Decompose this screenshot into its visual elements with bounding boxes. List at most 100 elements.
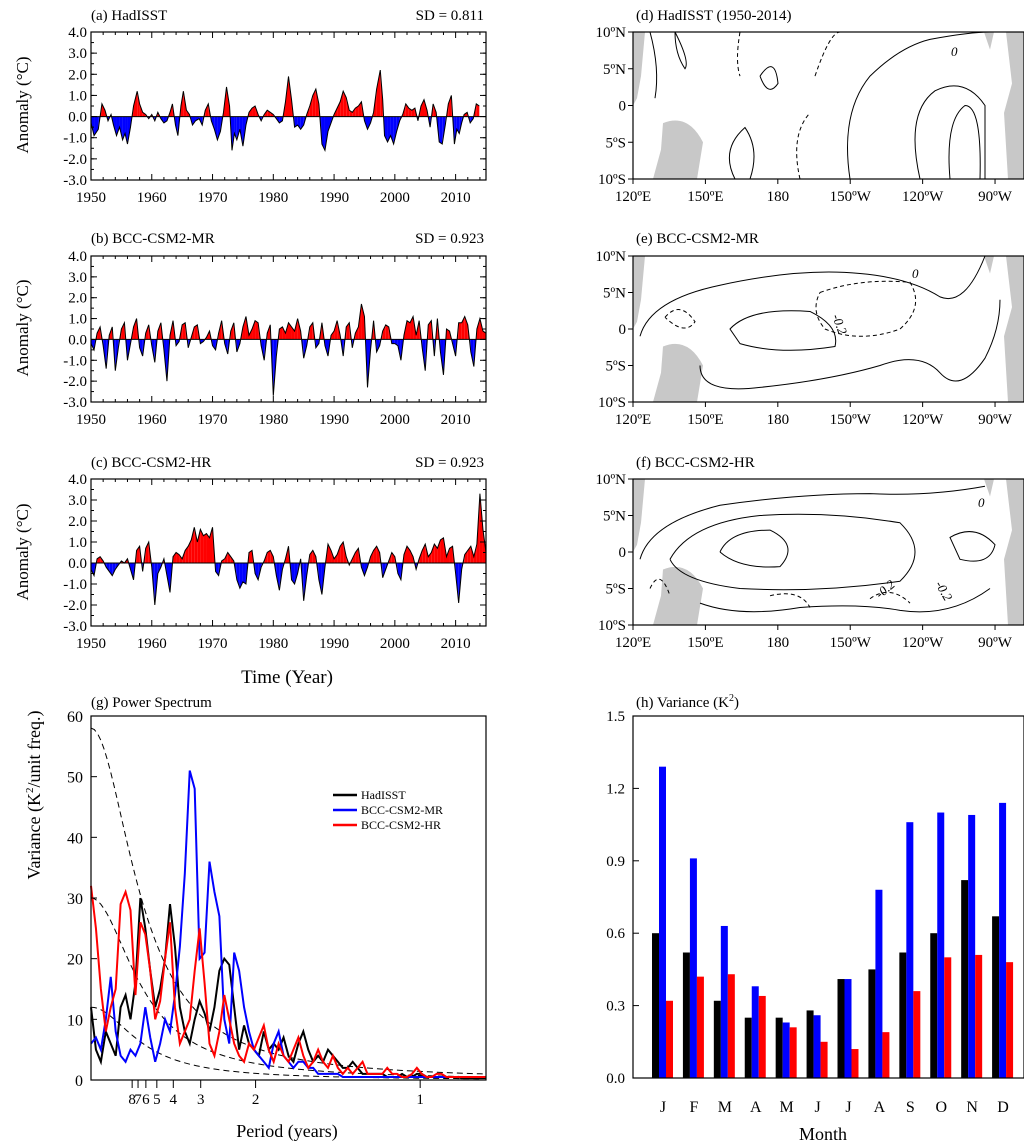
variance-bar bbox=[666, 1000, 673, 1078]
variance-bar bbox=[906, 822, 914, 1078]
panel-e-title: (e) BCC-CSM2-MR bbox=[636, 231, 759, 247]
positive-anomaly-fill bbox=[203, 533, 207, 563]
spectrum-series-line bbox=[90, 897, 486, 1080]
land-mass bbox=[653, 566, 703, 625]
negative-anomaly-fill bbox=[125, 116, 128, 145]
variance-bar bbox=[696, 976, 704, 1078]
x-tick-label: 6 bbox=[142, 1092, 150, 1108]
x-tick-label: 1980 bbox=[258, 412, 288, 428]
y-tick-label: 10 bbox=[67, 1012, 83, 1029]
lon-tick-label: 120ºW bbox=[902, 635, 944, 651]
variance-bar bbox=[875, 889, 883, 1078]
positive-anomaly-fill bbox=[194, 527, 198, 563]
x-tick-label: J bbox=[814, 1099, 820, 1116]
lon-tick-label: 180 bbox=[767, 189, 790, 205]
land-mass bbox=[633, 32, 645, 106]
y-tick-label: 3.0 bbox=[68, 46, 87, 62]
positive-anomaly-fill bbox=[194, 324, 198, 340]
x-tick-label: 1970 bbox=[198, 636, 228, 652]
positive-anomaly-fill bbox=[145, 324, 149, 340]
plot-frame bbox=[90, 715, 487, 1081]
negative-anomaly-fill bbox=[239, 116, 243, 147]
variance-bar bbox=[899, 952, 907, 1078]
positive-anomaly-fill bbox=[249, 108, 253, 117]
negative-anomaly-fill bbox=[113, 116, 117, 136]
positive-anomaly-fill bbox=[133, 318, 137, 340]
x-tick-label: A bbox=[750, 1099, 762, 1116]
x-tick-label: 2000 bbox=[380, 412, 410, 428]
positive-anomaly-fill bbox=[157, 322, 161, 340]
spectrum-series-line bbox=[90, 885, 486, 1078]
y-tick-label: 0 bbox=[75, 1073, 83, 1090]
positive-anomaly-fill bbox=[431, 544, 435, 563]
y-tick-label: 1.0 bbox=[68, 535, 87, 551]
lat-tick-label: 5ºS bbox=[606, 582, 627, 598]
x-tick-label: 5 bbox=[153, 1092, 161, 1108]
positive-anomaly-fill bbox=[267, 324, 271, 340]
positive-anomaly-fill bbox=[355, 106, 359, 117]
y-tick-label: 1.5 bbox=[606, 709, 625, 725]
x-tick-label: 8 bbox=[128, 1092, 136, 1108]
contour-label: -0.2 bbox=[829, 312, 850, 337]
positive-anomaly-fill bbox=[448, 95, 452, 117]
positive-anomaly-fill bbox=[252, 106, 256, 117]
contour-line bbox=[669, 513, 916, 591]
positive-anomaly-fill bbox=[376, 546, 380, 563]
negative-anomaly-fill bbox=[387, 116, 391, 142]
negative-anomaly-fill bbox=[236, 116, 240, 140]
positive-anomaly-fill bbox=[385, 324, 389, 340]
y-tick-label: 4.0 bbox=[68, 25, 87, 41]
y-tick-label: -2.0 bbox=[63, 598, 87, 614]
lat-tick-label: 0 bbox=[619, 322, 627, 338]
positive-anomaly-fill bbox=[242, 316, 246, 340]
land-mass bbox=[633, 256, 645, 329]
positive-anomaly-fill bbox=[337, 101, 341, 117]
x-tick-label: 1 bbox=[416, 1092, 424, 1108]
positive-anomaly-fill bbox=[249, 550, 253, 563]
x-tick-label: J bbox=[845, 1099, 851, 1116]
land-mass bbox=[633, 479, 645, 552]
positive-anomaly-fill bbox=[279, 326, 283, 340]
negative-anomaly-fill bbox=[324, 116, 328, 151]
x-tick-label: 1970 bbox=[198, 412, 228, 428]
positive-anomaly-fill bbox=[309, 322, 313, 340]
x-tick-label: 2010 bbox=[441, 412, 471, 428]
positive-anomaly-fill bbox=[403, 546, 407, 563]
positive-anomaly-fill bbox=[328, 544, 332, 563]
positive-anomaly-fill bbox=[200, 529, 204, 563]
timeseries-panel-b: (b) BCC-CSM2-MR SD = 0.923 Anomaly (°C) … bbox=[13, 231, 487, 428]
positive-anomaly-fill bbox=[355, 326, 359, 340]
contour-line bbox=[719, 529, 789, 568]
variance-bar-panel: (h) Variance (K2) Month J F M A M J J A S O N D 0.0 0… bbox=[606, 693, 1024, 1144]
negative-anomaly-fill bbox=[236, 563, 240, 589]
variance-bar bbox=[975, 954, 983, 1078]
positive-anomaly-fill bbox=[255, 320, 259, 340]
positive-anomaly-fill bbox=[479, 493, 483, 563]
panel-a-ylabel: Anomaly (°C) bbox=[13, 57, 32, 154]
panel-c-title: (c) BCC-CSM2-HR bbox=[91, 455, 211, 471]
negative-anomaly-fill bbox=[397, 563, 401, 580]
positive-anomaly-fill bbox=[133, 91, 138, 117]
y-tick-label: 0.6 bbox=[606, 926, 625, 942]
contour-label: -0.2 bbox=[872, 576, 898, 601]
y-tick-label: -2.0 bbox=[63, 152, 87, 168]
y-tick-label: 3.0 bbox=[68, 270, 87, 286]
lat-tick-label: 10ºS bbox=[598, 618, 626, 634]
negative-anomaly-fill bbox=[166, 563, 170, 593]
contour-line bbox=[674, 31, 687, 70]
land-mass bbox=[1004, 479, 1024, 625]
negative-anomaly-fill bbox=[212, 339, 216, 350]
lon-tick-label: 90ºW bbox=[978, 635, 1013, 651]
y-tick-label: 0.0 bbox=[606, 1071, 625, 1087]
panel-c-ylabel: Anomaly (°C) bbox=[13, 504, 32, 601]
negative-anomaly-fill bbox=[119, 116, 123, 140]
contour-label: -0.2 bbox=[932, 578, 956, 604]
positive-anomaly-fill bbox=[376, 70, 381, 117]
variance-bar bbox=[937, 812, 945, 1078]
y-tick-label: 0.0 bbox=[68, 110, 87, 126]
positive-anomaly-fill bbox=[340, 91, 344, 117]
panel-h-title: (h) Variance (K2) bbox=[636, 693, 739, 711]
land-mass bbox=[1004, 32, 1024, 179]
positive-anomaly-fill bbox=[467, 546, 471, 563]
variance-bar bbox=[659, 766, 666, 1078]
